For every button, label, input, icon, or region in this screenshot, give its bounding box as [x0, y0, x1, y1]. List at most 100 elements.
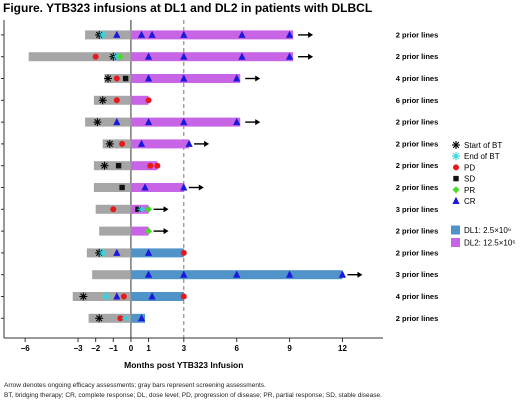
x-tick-label: 0	[129, 344, 134, 353]
marker-pd	[145, 97, 152, 104]
screening-bar	[93, 95, 131, 105]
marker-cr	[233, 117, 241, 126]
marker-cr	[180, 117, 188, 126]
marker-cr	[180, 52, 188, 60]
prior-lines-label: 2 prior lines	[396, 161, 439, 170]
marker-pd	[154, 162, 161, 169]
prior-lines-label: 2 prior lines	[396, 183, 439, 192]
x-tick-label: 1	[146, 344, 151, 353]
x-axis-title: Months post YTB323 Infusion	[124, 360, 243, 370]
marker-cr	[113, 248, 121, 256]
marker-pd	[147, 162, 154, 169]
prior-lines-label: 2 prior lines	[396, 248, 439, 257]
marker-pr	[144, 227, 153, 235]
x-axis: −6 −3 −2 −1 0 1 3 6 9 12 Months post YTB323 Infusi…	[1, 20, 383, 370]
legend-swatch-dl2	[451, 238, 460, 247]
marker-cr	[180, 30, 188, 38]
screening-bar	[85, 117, 131, 127]
x-tick-label: 3	[182, 344, 187, 353]
marker-cr	[238, 30, 246, 38]
patient-bars	[28, 30, 343, 323]
prior-lines-label: 4 prior lines	[396, 292, 439, 301]
x-tick-label: −3	[73, 344, 83, 353]
legend-label: PD	[464, 163, 475, 172]
screening-bar	[92, 270, 131, 280]
treatment-bar-dl1	[130, 248, 184, 258]
ongoing-arrowhead	[255, 75, 261, 82]
legend-label: CR	[464, 197, 476, 206]
x-tick-label: −6	[21, 344, 31, 353]
prior-lines-label: 2 prior lines	[396, 118, 439, 127]
x-tick-label: −1	[109, 344, 119, 353]
prior-lines-label: 3 prior lines	[396, 205, 439, 214]
marker-cr	[338, 270, 347, 278]
legend-marker-startbt	[452, 141, 460, 149]
legend-marker-endbt	[452, 152, 460, 161]
legend-dose-label: DL2: 12.5×10⁶	[464, 239, 516, 248]
marker-cr	[137, 30, 146, 38]
marker-cr	[285, 270, 294, 278]
marker-pd	[92, 53, 99, 60]
legend-swatch-dl1	[451, 225, 460, 235]
marker-cr	[137, 314, 146, 322]
screening-bar	[93, 183, 131, 192]
ongoing-arrowhead	[255, 119, 261, 126]
legend-label: End of BT	[464, 152, 500, 161]
prior-lines-label: 2 prior lines	[396, 139, 439, 148]
marker-cr	[141, 183, 149, 191]
marker-startbt	[98, 96, 107, 105]
marker-cr	[113, 30, 121, 38]
marker-pd	[120, 293, 127, 300]
treatment-bar-dl2	[130, 139, 190, 149]
marker-startbt	[93, 118, 102, 127]
marker-startbt	[95, 314, 104, 323]
figure-title: Figure. YTB323 infusions at DL1 and DL2 …	[3, 1, 373, 15]
marker-cr	[148, 292, 156, 300]
legend-label: SD	[464, 175, 475, 184]
marker-cr	[144, 74, 153, 82]
marker-endbt	[121, 314, 130, 323]
ongoing-arrows	[153, 31, 363, 278]
reference-lines	[130, 20, 185, 338]
screening-bar	[99, 226, 131, 236]
x-tick-label: 9	[287, 344, 292, 353]
marker-cr	[113, 117, 121, 126]
legend-marker-pr	[452, 186, 460, 194]
marker-cr	[285, 30, 294, 38]
marker-cr	[180, 74, 188, 82]
marker-endbt	[98, 248, 107, 257]
marker-startbt	[79, 292, 88, 301]
marker-pd	[119, 140, 126, 147]
marker-pd	[117, 315, 124, 322]
treatment-bar-dl1	[130, 313, 146, 323]
legend-marker-cr	[452, 196, 460, 204]
marker-cr	[233, 74, 241, 82]
screening-bar	[85, 30, 131, 40]
x-tick-label: −2	[91, 344, 101, 353]
marker-cr	[144, 117, 153, 126]
screening-bar	[72, 292, 131, 301]
marker-cr	[113, 292, 121, 300]
screening-bar	[88, 313, 131, 323]
event-markers	[79, 30, 347, 323]
footnote-line-2: BT, bridging therapy; CR, complete respo…	[4, 391, 382, 399]
ongoing-arrowhead	[198, 184, 204, 191]
marker-cr	[144, 248, 153, 256]
prior-lines-label: 4 prior lines	[396, 74, 439, 83]
marker-cr	[180, 270, 188, 278]
marker-cr	[238, 52, 246, 60]
marker-endbt	[102, 292, 111, 301]
ongoing-arrowhead	[308, 53, 314, 60]
marker-cr	[137, 139, 146, 147]
marker-pr	[144, 205, 153, 213]
treatment-bar-dl2	[130, 95, 149, 105]
ongoing-arrowhead	[163, 206, 169, 213]
prior-lines-labels: 2 prior lines 2 prior lines 4 prior lines 6…	[396, 30, 439, 322]
marker-sd	[122, 75, 129, 82]
prior-lines-label: 2 prior lines	[396, 227, 439, 236]
screening-bar	[28, 52, 131, 62]
screening-bar	[102, 139, 131, 149]
prior-lines-label: 2 prior lines	[396, 314, 439, 323]
legend-marker-pd	[453, 164, 459, 171]
ongoing-arrowhead	[163, 228, 169, 235]
